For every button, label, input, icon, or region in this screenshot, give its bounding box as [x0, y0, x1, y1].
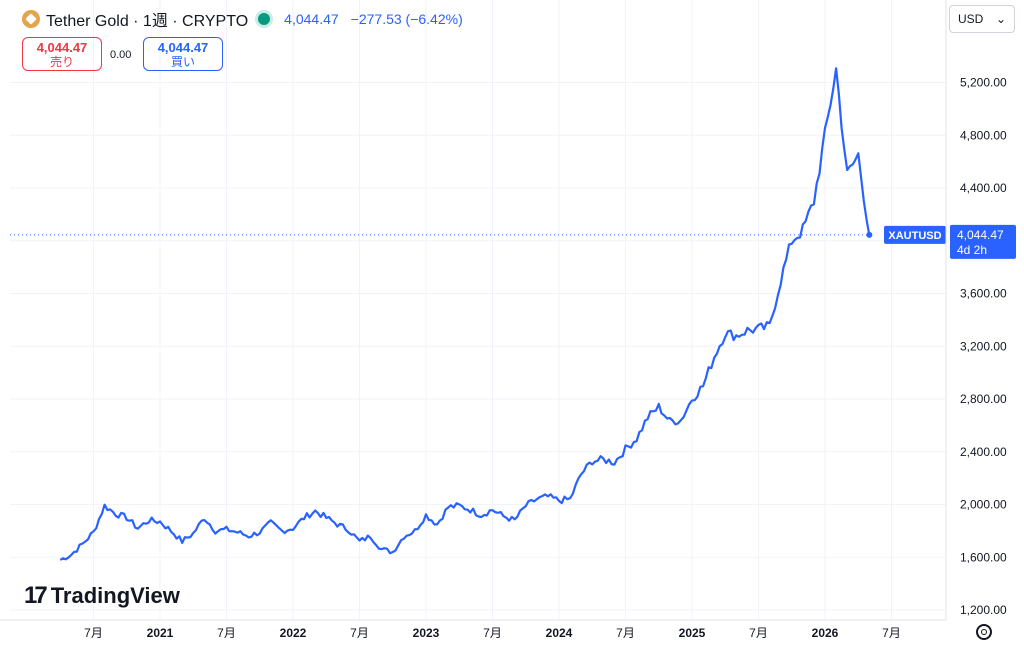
last-price-symbol: XAUTUSD	[888, 230, 941, 242]
x-tick-label: 2024	[546, 626, 573, 640]
last-price-symbol-tag	[884, 225, 946, 244]
y-tick-label: 3,600.00	[960, 287, 1007, 301]
y-tick-label: 5,200.00	[960, 76, 1007, 90]
last-price-axis-tag	[950, 224, 1016, 259]
settings-gear-icon[interactable]	[976, 624, 992, 640]
tradingview-logo[interactable]: 17 TradingView	[24, 582, 180, 610]
last-price-countdown: 4d 2h	[957, 243, 987, 257]
currency-label: USD	[958, 12, 984, 26]
x-tick-label: 2022	[280, 626, 307, 640]
x-tick-label: 7月	[217, 626, 236, 640]
x-tick-label: 2026	[812, 626, 839, 640]
last-price-point	[866, 231, 873, 238]
y-tick-label: 2,400.00	[960, 445, 1007, 459]
spread-value: 0.00	[110, 49, 132, 61]
sell-button[interactable]: 4,044.47 売り	[22, 37, 102, 71]
price-axis[interactable]: 1,200.00 1,600.00 2,000.00 2,400.00 2,800.00…	[960, 76, 1007, 618]
y-tick-label: 2,000.00	[960, 498, 1007, 512]
y-tick-label: 2,800.00	[960, 392, 1007, 406]
sell-price: 4,044.47	[36, 40, 88, 55]
y-tick-label: 1,600.00	[960, 550, 1007, 564]
x-tick-label: 7月	[749, 626, 768, 640]
grid-lines	[10, 0, 946, 620]
x-tick-label: 2025	[679, 626, 706, 640]
symbol-header[interactable]: Tether Gold · 1週 · CRYPTO 4,044.47 −277.…	[22, 8, 463, 30]
symbol-title[interactable]: Tether Gold · 1週 · CRYPTO	[46, 13, 249, 30]
currency-dropdown[interactable]: USD ⌄	[949, 5, 1015, 33]
buy-label: 買い	[170, 55, 195, 69]
y-tick-label: 4,800.00	[960, 128, 1007, 142]
y-tick-label: 1,200.00	[960, 603, 1007, 617]
price-series-line	[59, 67, 871, 561]
x-tick-label: 2021	[147, 626, 174, 640]
x-tick-label: 7月	[84, 626, 103, 640]
buy-price: 4,044.47	[157, 40, 209, 55]
y-tick-label: 3,200.00	[960, 339, 1007, 353]
time-axis[interactable]: 7月 2021 7月 2022 7月 2023 7月 2024 7月 2025 7月 2026 7月	[84, 626, 901, 640]
sell-label: 売り	[49, 55, 74, 69]
tradingview-logo-icon: 17	[24, 582, 48, 609]
buy-button[interactable]: 4,044.47 買い	[143, 37, 223, 71]
x-tick-label: 2023	[413, 626, 440, 640]
brand-name: TradingView	[50, 583, 180, 608]
x-tick-label: 7月	[616, 626, 635, 640]
header-change: −277.53 (−6.42%)	[350, 11, 463, 27]
market-status-dot-icon	[258, 13, 271, 25]
y-tick-label: 4,400.00	[960, 181, 1007, 195]
chevron-down-icon: ⌄	[995, 12, 1006, 26]
last-price-value: 4,044.47	[957, 228, 1004, 242]
x-tick-label: 7月	[483, 626, 502, 640]
x-tick-label: 7月	[350, 626, 369, 640]
x-tick-label: 7月	[882, 626, 901, 640]
header-price: 4,044.47	[284, 11, 339, 27]
tether-gold-logo-icon	[22, 10, 40, 28]
